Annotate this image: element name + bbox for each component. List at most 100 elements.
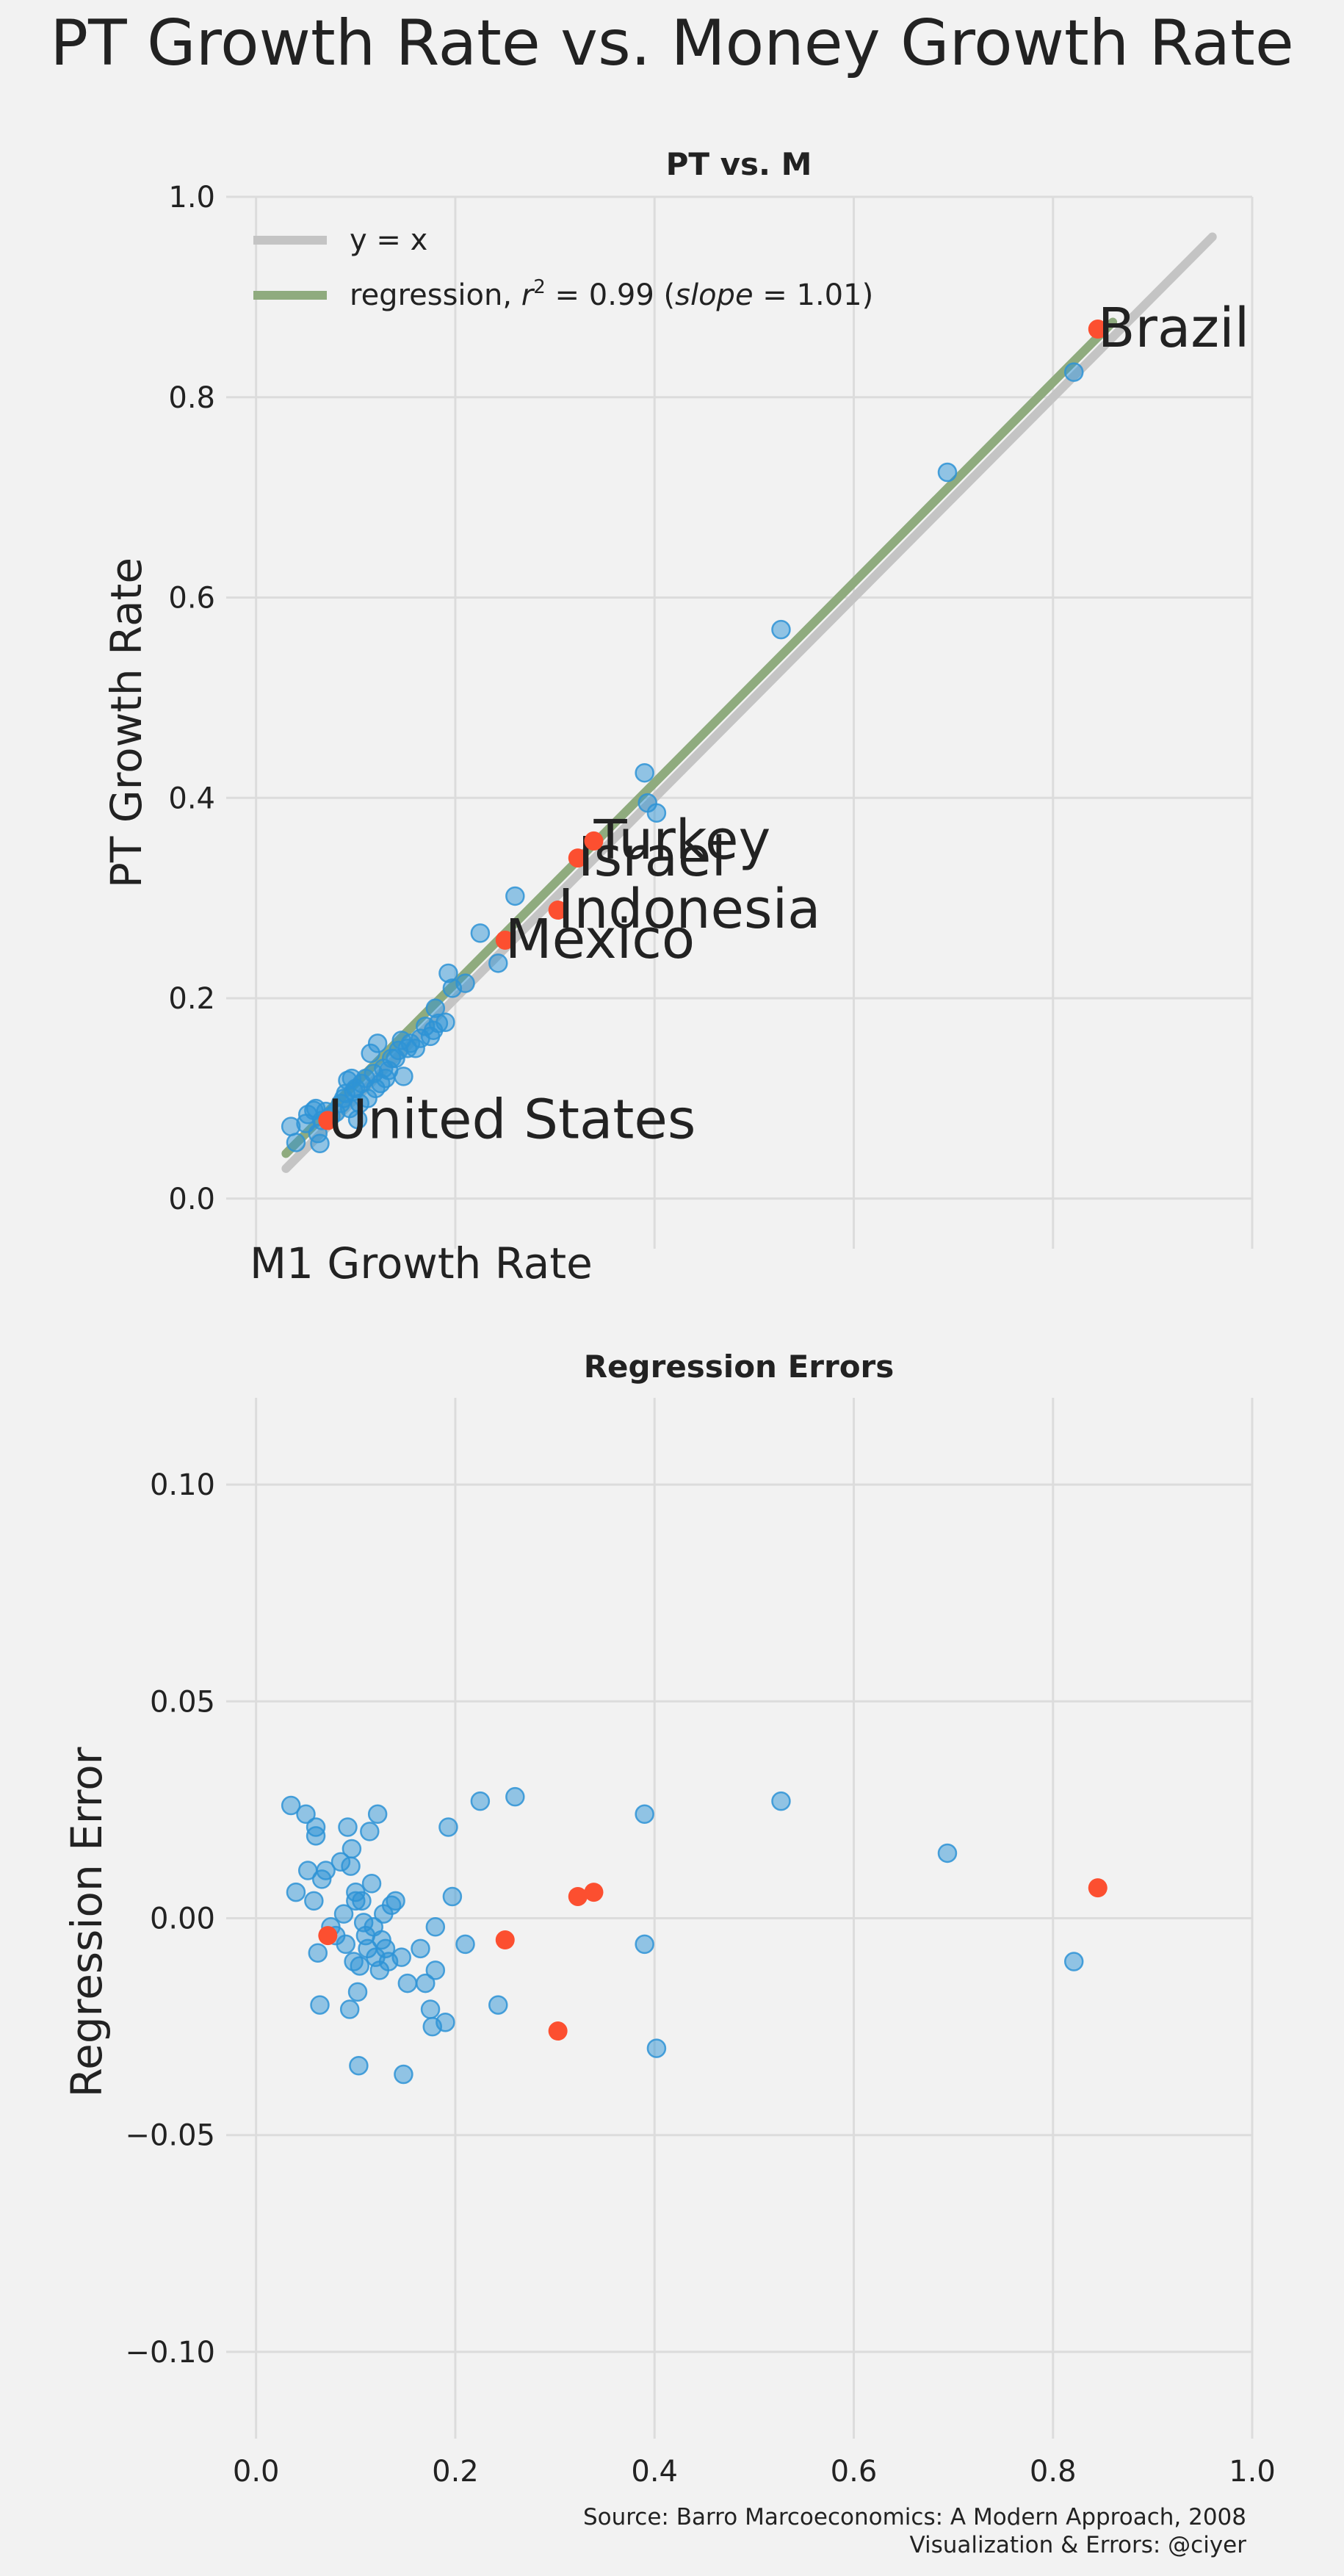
legend-regression-label: regression, r2 = 0.99 (slope = 1.01)	[350, 276, 873, 312]
data-point	[646, 803, 667, 823]
country-label: Indonesia	[558, 878, 821, 941]
data-point	[455, 973, 475, 993]
error-point	[420, 1999, 441, 2019]
x-tick-label: 0.8	[1030, 2455, 1077, 2489]
error-point	[347, 1982, 368, 2002]
error-point	[304, 1891, 324, 1911]
error-point	[416, 1973, 436, 1994]
y-tick-label: 0.2	[168, 982, 215, 1016]
error-point	[296, 1804, 316, 1825]
error-point	[442, 1886, 463, 1907]
error-point	[350, 1956, 369, 1976]
error-point	[338, 1817, 358, 1837]
highlighted-point	[318, 1111, 338, 1130]
error-point	[281, 1795, 301, 1816]
data-point	[1063, 362, 1084, 382]
error-point	[505, 1786, 525, 1807]
y-tick-label: 0.6	[168, 582, 215, 616]
error-point	[635, 1934, 654, 1955]
error-point	[425, 1960, 446, 1980]
data-point	[937, 462, 958, 483]
highlighted-point	[548, 901, 568, 920]
data-point	[771, 619, 791, 640]
chart-top-y-label: PT Growth Rate	[101, 558, 151, 888]
source-credit-line-2: Visualization & Errors: @ciyer	[909, 2532, 1246, 2558]
error-point	[286, 1882, 306, 1902]
y-tick-label: 0.0	[168, 1183, 215, 1216]
highlighted-error-point	[568, 1886, 588, 1906]
chart-top-highlighted-points: United States MexicoIndonesiaIsraelTurkey…	[318, 297, 1249, 1151]
country-label: Brazil	[1098, 297, 1250, 360]
error-point	[391, 1947, 411, 1967]
chart-bottom-y-ticks: −0.10 −0.05 0.00 0.05 0.10	[125, 1468, 215, 2370]
chart-top-x-label: M1 Growth Rate	[250, 1238, 593, 1288]
error-point	[333, 1904, 354, 1924]
error-point	[308, 1943, 328, 1963]
highlighted-error-point	[548, 2021, 568, 2041]
y-tick-label: 0.8	[168, 381, 215, 415]
error-point	[488, 1995, 508, 2015]
country-label: Israel	[578, 826, 726, 889]
chart-top-points	[281, 362, 1084, 1154]
error-point	[1063, 1952, 1084, 1971]
y-tick-label: −0.05	[125, 2119, 215, 2153]
y-tick-label: −0.10	[125, 2336, 215, 2370]
error-point	[397, 1973, 418, 1994]
error-point	[635, 1804, 654, 1825]
chart-bottom-highlighted-points	[318, 1878, 1108, 2041]
error-point	[771, 1791, 791, 1811]
error-point	[352, 1891, 372, 1911]
y-tick-label: 1.0	[168, 181, 215, 214]
data-point	[394, 1067, 413, 1086]
chart-top-grid	[226, 195, 1254, 1249]
error-point	[367, 1804, 388, 1825]
highlighted-error-point	[1088, 1878, 1108, 1898]
chart-bottom-title: Regression Errors	[584, 1349, 895, 1385]
highlighted-error-point	[318, 1926, 338, 1946]
error-point	[436, 2012, 455, 2032]
legend-identity-label: y = x	[350, 223, 427, 257]
chart-top-title: PT vs. M	[666, 146, 812, 182]
y-tick-label: 0.00	[150, 1902, 215, 1936]
country-label: United States	[328, 1088, 696, 1151]
country-label: Mexico	[505, 908, 695, 971]
x-tick-label: 1.0	[1229, 2455, 1276, 2489]
data-point	[505, 886, 525, 906]
x-tick-label: 0.4	[631, 2455, 678, 2489]
error-point	[425, 1917, 446, 1937]
x-tick-label: 0.0	[233, 2455, 280, 2489]
chart-bottom-grid	[226, 1398, 1254, 2439]
y-tick-label: 0.10	[150, 1468, 215, 1502]
error-point	[360, 1822, 380, 1841]
x-tick-label: 0.6	[831, 2455, 878, 2489]
error-point	[310, 1995, 330, 2015]
highlighted-error-point	[584, 1883, 604, 1902]
error-point	[386, 1891, 405, 1911]
error-point	[394, 2064, 413, 2085]
source-credit-line-1: Source: Barro Marcoeconomics: A Modern A…	[583, 2504, 1246, 2530]
chart-regression-errors: Regression Errors −0.10 −0.05 0.00 0.05 0.10…	[62, 1349, 1276, 2489]
error-point	[411, 1938, 430, 1959]
error-point	[470, 1791, 491, 1811]
chart-top-y-ticks: 0.0 0.2 0.4 0.6 0.8 1.0	[168, 181, 215, 1216]
error-point	[339, 1999, 360, 2019]
highlighted-point	[584, 831, 604, 851]
data-point	[310, 1133, 330, 1154]
y-tick-label: 0.05	[150, 1685, 215, 1719]
data-point	[367, 1033, 388, 1053]
error-point	[646, 2038, 667, 2058]
chart-top-legend: y = x regression, r2 = 0.99 (slope = 1.0…	[253, 223, 873, 312]
error-point	[306, 1826, 326, 1846]
highlighted-point	[495, 930, 515, 950]
regression-line	[281, 317, 1118, 1158]
error-point	[316, 1861, 336, 1880]
country-label: Turkey	[593, 809, 770, 872]
data-point	[286, 1133, 306, 1152]
error-point	[937, 1843, 958, 1864]
highlighted-point	[1088, 320, 1108, 339]
chart-bottom-x-ticks: 0.0 0.2 0.4 0.6 0.8 1.0	[233, 2455, 1276, 2489]
data-point	[470, 923, 491, 943]
figure-title: PT Growth Rate vs. Money Growth Rate	[50, 7, 1294, 80]
highlighted-error-point	[495, 1930, 515, 1950]
